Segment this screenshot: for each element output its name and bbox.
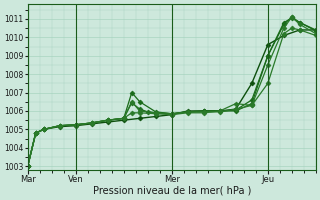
X-axis label: Pression niveau de la mer( hPa ): Pression niveau de la mer( hPa ) bbox=[92, 186, 251, 196]
